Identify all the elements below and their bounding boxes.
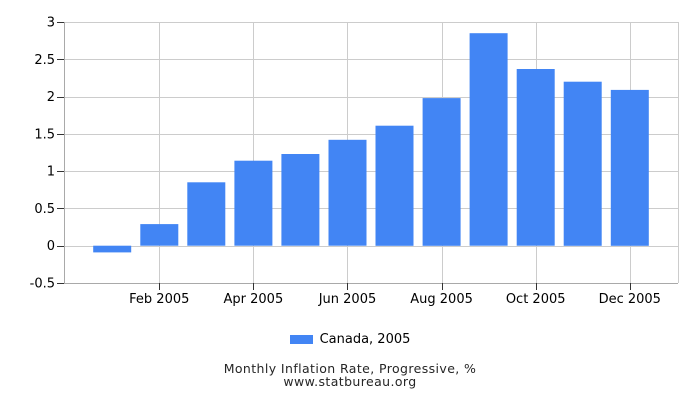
- bar-Feb 2005: [140, 224, 179, 246]
- chart-title: Monthly Inflation Rate, Progressive, %: [223, 361, 477, 376]
- x-tick-label: Apr 2005: [224, 292, 284, 307]
- y-tick-label: 0.5: [34, 202, 55, 217]
- y-tick-label: 1: [47, 165, 55, 180]
- bar-May 2005: [281, 154, 320, 246]
- plot-area: -0.5 0 0.5 1 1.5 2 2.5 3 Feb 2005 Apr 2005 Jun 200…: [30, 16, 679, 307]
- bar-Oct 2005: [516, 69, 555, 246]
- y-tick-label: -0.5: [30, 277, 55, 292]
- bar-Jul 2005: [375, 125, 414, 246]
- y-tick-label: 1.5: [34, 127, 55, 142]
- x-tick-label: Jun 2005: [318, 292, 377, 307]
- bar-Apr 2005: [234, 160, 273, 246]
- x-tick-label: Aug 2005: [410, 292, 473, 307]
- bar-Jun 2005: [328, 139, 367, 246]
- bar-Mar 2005: [187, 182, 226, 246]
- x-tick-label: Oct 2005: [506, 292, 566, 307]
- bar-Dec 2005: [610, 89, 649, 246]
- bar-Nov 2005: [563, 81, 602, 246]
- x-tick-label: Feb 2005: [129, 292, 189, 307]
- x-tick-label: Dec 2005: [599, 292, 661, 307]
- y-tick-label: 0: [47, 239, 55, 254]
- y-tick-label: 2.5: [34, 53, 55, 68]
- bar-Sep 2005: [469, 33, 508, 246]
- y-tick-label: 3: [47, 16, 55, 31]
- bar-Aug 2005: [422, 98, 461, 246]
- chart-source: www.statbureau.org: [283, 374, 417, 389]
- y-tick-label: 2: [47, 90, 55, 105]
- legend: Canada, 2005: [0, 332, 700, 347]
- legend-label: Canada, 2005: [319, 332, 411, 347]
- bar-Jan 2005: [93, 245, 132, 253]
- legend-swatch: [289, 335, 313, 344]
